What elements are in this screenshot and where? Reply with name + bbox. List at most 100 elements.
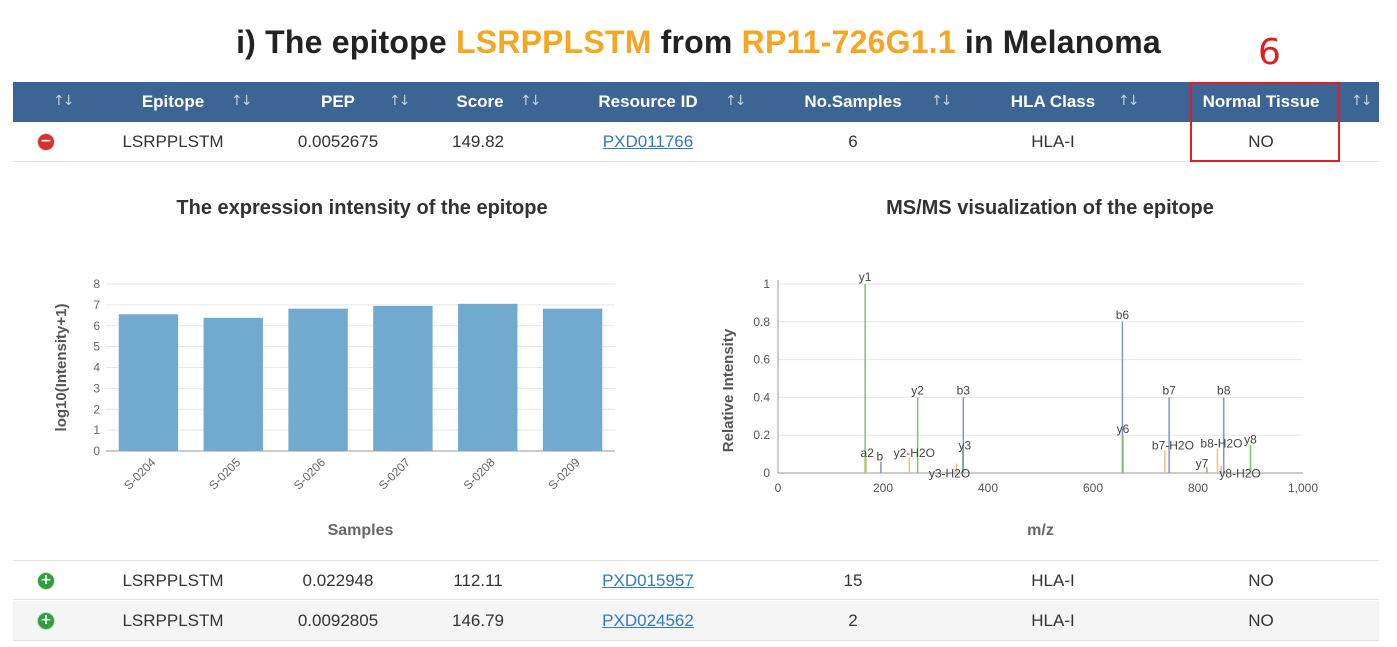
resource-id-link[interactable]: PXD015957	[602, 571, 694, 590]
cell-epitope: LSRPPLSTM	[122, 132, 224, 151]
x-axis-title: Samples	[328, 522, 394, 539]
column-header-pep[interactable]: PEP	[320, 92, 356, 111]
cell-pep: 0.022948	[302, 571, 374, 590]
expression-bar-chart: 0 1 2 3 4 5 6 7 8 S-0204 S-0205 S-0206 S-0207 S-0208 S…	[53, 277, 615, 539]
peak-label: y8	[1244, 433, 1257, 447]
cell-epitope: LSRPPLSTM	[122, 611, 224, 630]
y-tick-label: 0	[763, 466, 770, 480]
resource-id-link[interactable]: PXD024562	[602, 611, 694, 630]
table-header: ↑↓ Epitope ↑↓ PEP ↑↓ Score ↑↓ Resource I…	[13, 82, 1379, 122]
column-header-hla-class[interactable]: HLA Class	[1010, 92, 1096, 111]
sort-icon-resource-id[interactable]: ↑↓	[725, 93, 747, 109]
peak-label: y2	[911, 383, 924, 397]
title-suffix: in Melanoma	[955, 24, 1161, 60]
cell-hla-class: HLA-I	[1031, 571, 1075, 590]
y-tick-label: 1	[93, 423, 100, 437]
cell-score: 112.11	[453, 571, 503, 590]
title-prefix: i) The epitope	[236, 24, 456, 60]
peak-label: y3	[958, 438, 971, 452]
column-header-resource-id[interactable]: Resource ID	[598, 92, 698, 111]
sort-icon-epitope[interactable]: ↑↓	[231, 93, 253, 109]
x-tick-label: S-0205	[206, 455, 243, 492]
resource-id-link[interactable]: PXD011766	[602, 132, 694, 151]
peak-label: y3-H2O	[929, 467, 970, 481]
y-tick-label: 0.6	[753, 353, 770, 367]
sort-icon-no-samples[interactable]: ↑↓	[931, 93, 953, 109]
expression-chart-title: The expression intensity of the epitope	[176, 197, 548, 219]
bar-S-0209	[542, 308, 603, 451]
x-tick-label: 600	[1083, 481, 1103, 495]
table-row: − LSRPPLSTM 0.0052675 149.82 PXD011766 6…	[13, 122, 1379, 162]
peak-label: b7	[1162, 383, 1176, 397]
bar-S-0206	[288, 308, 348, 451]
y-tick-label: 1	[763, 277, 770, 291]
peak-label: y1	[859, 270, 872, 284]
cell-samples: 2	[848, 611, 858, 630]
cell-resource-id: PXD015957	[588, 561, 708, 601]
x-tick-label: 200	[873, 481, 893, 495]
cell-hla-class: HLA-I	[1031, 611, 1075, 630]
x-tick-label: 1,000	[1288, 481, 1318, 495]
x-tick-label: S-0208	[461, 455, 498, 492]
collapse-row-icon[interactable]: −	[38, 134, 54, 150]
peak-label: b6	[1116, 308, 1130, 322]
x-tick-label: 0	[775, 481, 782, 495]
peak-label: y7	[1196, 456, 1209, 470]
annotation-number: 6	[1258, 32, 1281, 73]
y-tick-label: 0.2	[753, 428, 770, 442]
cell-resource-id: PXD011766	[588, 122, 708, 162]
y-tick-label: 7	[93, 298, 100, 312]
column-header-normal-tissue[interactable]: Normal Tissue	[1202, 92, 1320, 111]
expand-row-icon[interactable]: +	[38, 613, 54, 629]
title-gene: RP11-726G1.1	[741, 24, 956, 60]
title-epitope: LSRPPLSTM	[455, 24, 652, 60]
y-tick-label: 0.8	[753, 315, 770, 329]
peak-label: a2	[861, 446, 875, 460]
y-tick-label: 3	[93, 381, 100, 395]
bar-S-0205	[203, 317, 263, 451]
y-tick-label: 6	[93, 319, 100, 333]
x-tick-label: 800	[1188, 481, 1208, 495]
peak-label: b8	[1217, 383, 1231, 397]
cell-pep: 0.0052675	[297, 132, 379, 151]
x-axis-title: m/z	[1027, 522, 1054, 539]
sort-icon-expand[interactable]: ↑↓	[53, 93, 75, 109]
y-tick-label: 8	[93, 277, 100, 291]
y-tick-label: 5	[93, 340, 100, 354]
table-row: + LSRPPLSTM 0.022948 112.11 PXD015957 15…	[13, 560, 1379, 600]
x-tick-label: S-0206	[291, 455, 328, 492]
sort-icon-normal-tissue[interactable]: ↑↓	[1351, 93, 1373, 109]
peak-label: b3	[957, 383, 971, 397]
column-header-score[interactable]: Score	[456, 92, 504, 111]
x-tick-label: S-0209	[545, 455, 582, 492]
y-tick-label: 2	[93, 402, 100, 416]
column-header-no-samples[interactable]: No.Samples	[804, 92, 902, 111]
peak-label: y6	[1117, 422, 1130, 436]
peak-label: b8-H2O	[1200, 436, 1242, 450]
bar-S-0204	[118, 314, 179, 451]
column-header-epitope[interactable]: Epitope	[141, 92, 205, 111]
y-axis-title: Relative Intensity	[720, 328, 737, 452]
cell-samples: 15	[843, 571, 863, 590]
peak-label: b	[877, 450, 884, 464]
peak-label: y2-H2O	[894, 446, 935, 460]
sort-icon-score[interactable]: ↑↓	[520, 93, 542, 109]
peak-label: y8-H2O	[1219, 466, 1260, 480]
sort-icon-pep[interactable]: ↑↓	[389, 93, 411, 109]
cell-normal-tissue: NO	[1248, 571, 1274, 590]
y-tick-label: 0.4	[753, 390, 770, 404]
cell-score: 149.82	[452, 132, 504, 151]
sort-icon-hla-class[interactable]: ↑↓	[1118, 93, 1140, 109]
cell-samples: 6	[848, 132, 858, 151]
cell-pep: 0.0092805	[297, 611, 379, 630]
table-row: + LSRPPLSTM 0.0092805 146.79 PXD024562 2…	[13, 601, 1379, 641]
peak-label: b7-H2O	[1152, 438, 1194, 452]
annotation-highlight-box	[1190, 82, 1340, 162]
msms-spectrum-chart: 0 0.2 0.4 0.6 0.8 1 0 200 400 600 800 1,000 y1 a2 b y2-…	[720, 270, 1318, 539]
title-middle: from	[651, 24, 742, 60]
cell-score: 146.79	[452, 611, 504, 630]
y-tick-label: 4	[93, 361, 100, 375]
expand-row-icon[interactable]: +	[38, 573, 54, 589]
page-title: i) The epitope LSRPPLSTM from RP11-726G1…	[0, 24, 1397, 61]
cell-hla-class: HLA-I	[1031, 132, 1075, 151]
